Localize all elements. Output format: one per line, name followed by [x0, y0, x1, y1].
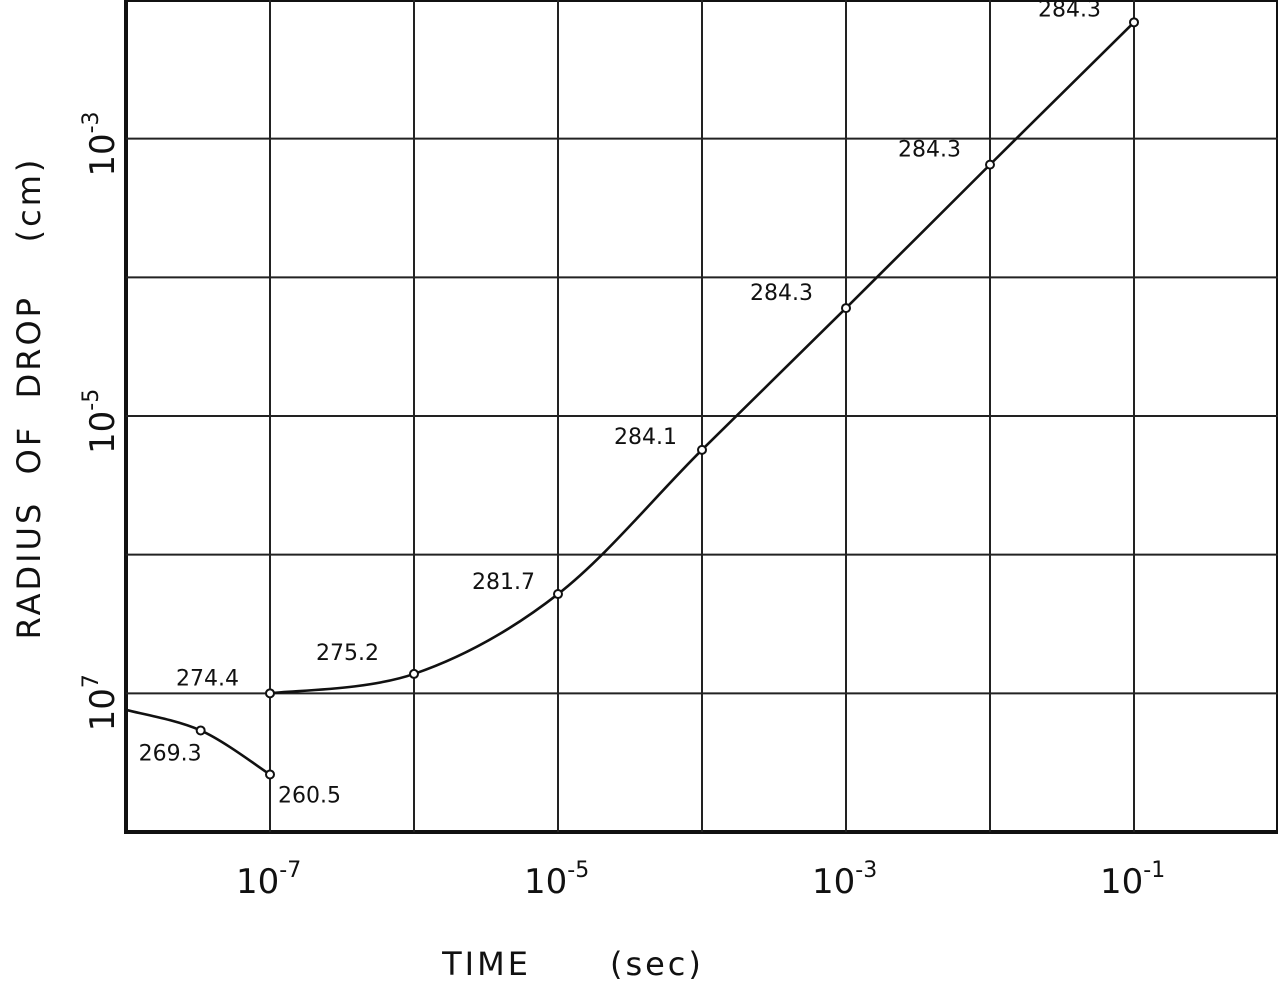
x-tick-label: 10-7: [236, 858, 301, 902]
data-point: [265, 688, 275, 699]
point-label: 260.5: [278, 783, 341, 808]
y-tick-label: 10-3: [79, 111, 123, 176]
data-point: [1129, 17, 1139, 28]
grid: [126, 0, 1278, 832]
point-label: 284.3: [750, 281, 813, 306]
x-tick-label: 10-3: [812, 858, 877, 902]
point-label: 284.1: [614, 425, 677, 450]
y-tick-labels: 107 10-5 10-3: [79, 111, 123, 731]
data-point: [195, 725, 206, 736]
data-markers: [195, 17, 1139, 780]
y-tick-label: 10-5: [79, 389, 123, 454]
point-label: 275.2: [316, 641, 379, 666]
data-point: [553, 589, 563, 600]
data-point: [697, 444, 707, 455]
point-label: 284.3: [898, 138, 961, 163]
data-point: [409, 668, 419, 679]
x-tick-labels: 10-7 10-5 10-3 10-1: [236, 858, 1165, 902]
point-label: 281.7: [472, 570, 535, 595]
point-label: 274.4: [176, 666, 239, 691]
point-label: 284.3: [1038, 0, 1101, 22]
point-label: 269.3: [139, 741, 202, 766]
x-tick-label: 10-5: [524, 858, 589, 902]
y-axis-title: RADIUS OF DROP (cm): [10, 157, 48, 640]
point-labels: 269.3 260.5 274.4 275.2 281.7 284.1 284.3 284.3…: [139, 0, 1101, 808]
x-tick-label: 10-1: [1100, 858, 1165, 902]
data-point: [841, 303, 851, 314]
series-lines: [125, 21, 1135, 776]
y-tick-label: 107: [79, 674, 123, 731]
x-axis-title: TIME (sec): [441, 945, 704, 983]
data-point: [985, 159, 995, 170]
data-point: [265, 769, 275, 780]
